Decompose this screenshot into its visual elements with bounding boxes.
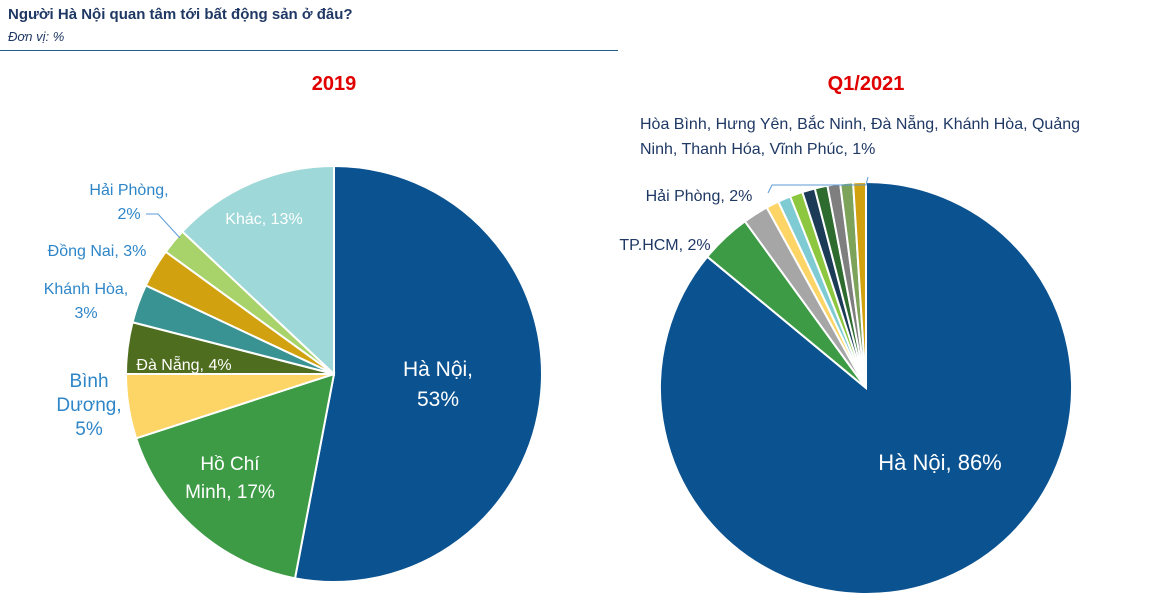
- label-2019-binh-duong: Bình Dương, 5%: [56, 371, 121, 440]
- pie-title-q1-2021: Q1/2021: [828, 73, 905, 95]
- unit-label: Đơn vị: %: [8, 29, 65, 44]
- pie-2019-slice-ho-chi-minh: [134, 372, 336, 580]
- label-2019-da-nang: Đà Nẵng, 4%: [136, 355, 231, 374]
- chart-title: Người Hà Nội quan tâm tới bất động sản ở…: [8, 6, 353, 23]
- pie-2019-slice-khac: [180, 164, 335, 377]
- label-2021-other-provinces: Hòa Bình, Hưng Yên, Bắc Ninh, Đà Nẵng, K…: [640, 114, 1080, 158]
- label-2021-tp-hcm: TP.HCM, 2%: [619, 237, 710, 254]
- label-2019-ha-noi: Hà Nội, 53%: [403, 358, 473, 411]
- pie-2019: [124, 164, 543, 583]
- leader-2021-group-bracket: [767, 176, 869, 194]
- pie-q1-2021: [658, 180, 1073, 595]
- label-2019-hai-phong: Hải Phòng, 2%: [89, 182, 168, 223]
- pie-2019-slice-ha-noi: [293, 164, 543, 583]
- slice-labels: Hà Nội, 53% Hồ Chí Minh, 17% Bình Dương, 5% Đà …: [44, 114, 1080, 503]
- label-2021-hai-phong: Hải Phòng, 2%: [646, 188, 753, 205]
- label-2019-khac: Khác, 13%: [225, 211, 302, 228]
- label-2019-dong-nai: Đồng Nai, 3%: [48, 243, 147, 260]
- label-2021-ha-noi: Hà Nội, 86%: [878, 450, 1002, 475]
- pie-q1-2021-slice-vinh-phuc: [852, 180, 867, 389]
- label-2019-ho-chi-minh: Hồ Chí Minh, 17%: [185, 454, 275, 503]
- leader-2019-hai-phong: [146, 213, 181, 239]
- pie-title-2019: 2019: [312, 73, 357, 95]
- header-divider: [0, 50, 618, 51]
- pie-q1-2021-slice-ha-noi: [658, 180, 1073, 595]
- label-2019-khanh-hoa: Khánh Hòa, 3%: [44, 281, 129, 322]
